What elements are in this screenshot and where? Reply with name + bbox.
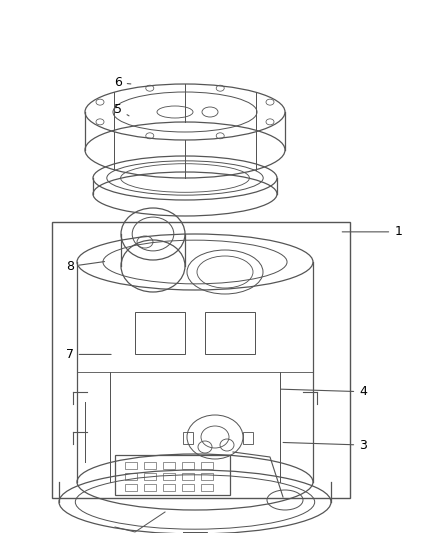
Bar <box>183 432 193 444</box>
Bar <box>125 484 137 491</box>
Text: 1: 1 <box>342 225 402 238</box>
Bar <box>135 312 185 354</box>
Text: 4: 4 <box>281 385 367 398</box>
Bar <box>52 222 350 498</box>
Bar <box>243 432 253 444</box>
Bar <box>125 462 137 469</box>
Text: 5: 5 <box>114 103 129 116</box>
Text: 8: 8 <box>66 260 105 273</box>
Text: 6: 6 <box>114 76 131 89</box>
Bar <box>144 484 156 491</box>
Bar <box>201 484 213 491</box>
Bar <box>201 462 213 469</box>
Text: 7: 7 <box>66 348 111 361</box>
Bar <box>115 455 230 495</box>
Bar <box>182 484 194 491</box>
Bar <box>163 484 175 491</box>
Bar <box>163 462 175 469</box>
Bar <box>183 532 207 533</box>
Bar <box>163 473 175 480</box>
Bar <box>205 312 255 354</box>
Bar <box>182 473 194 480</box>
Text: 3: 3 <box>283 439 367 451</box>
Bar <box>125 473 137 480</box>
Bar <box>144 462 156 469</box>
Bar <box>182 462 194 469</box>
Bar <box>144 473 156 480</box>
Bar <box>201 473 213 480</box>
